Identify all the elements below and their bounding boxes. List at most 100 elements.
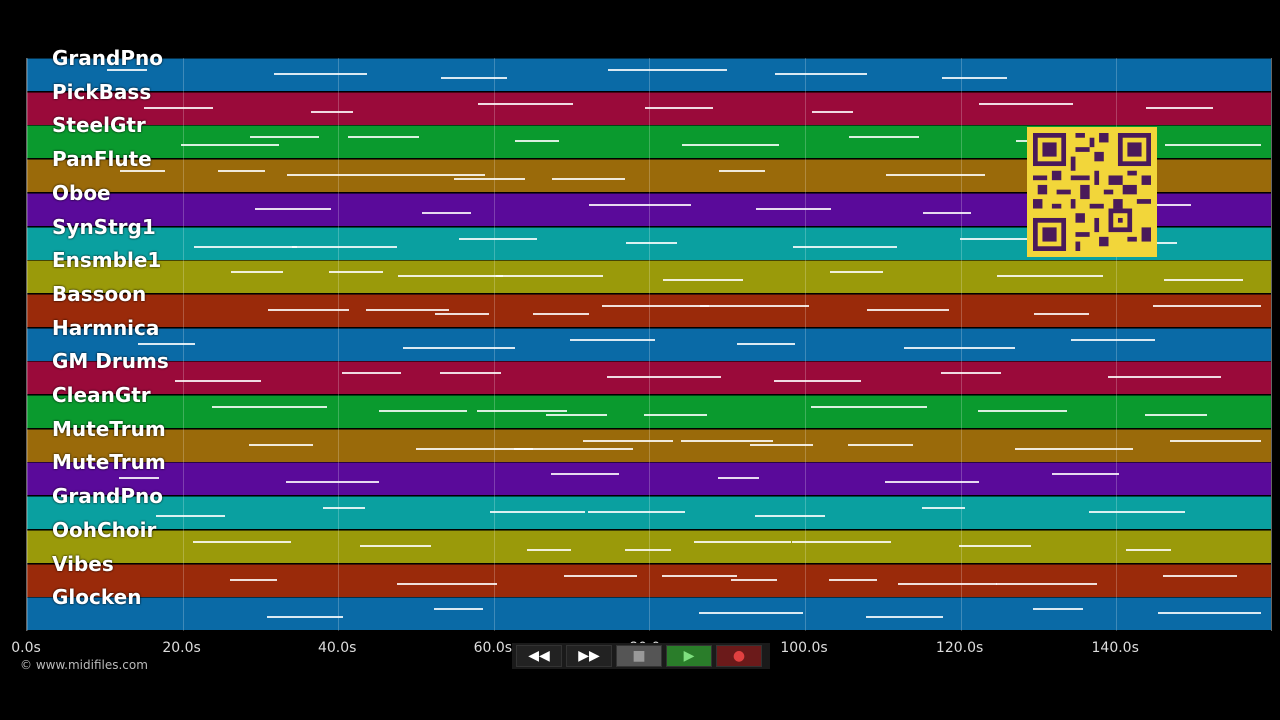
note-bar <box>682 144 779 147</box>
note-bar <box>193 540 291 543</box>
track-label: SteelGtr <box>52 113 146 138</box>
note-bar <box>996 582 1097 585</box>
note-bar <box>287 174 385 177</box>
track-lane[interactable] <box>27 395 1271 428</box>
play-button[interactable]: ▶ <box>666 645 712 667</box>
note-bar <box>644 414 707 416</box>
note-bar <box>792 540 891 543</box>
track-lane[interactable] <box>27 496 1271 530</box>
note-bar <box>719 170 765 173</box>
note-bar <box>589 203 691 206</box>
note-bar <box>898 582 997 585</box>
note-bar <box>626 241 677 244</box>
note-bar <box>755 515 825 518</box>
grid-line <box>960 58 962 631</box>
note-bar <box>775 73 867 75</box>
note-bar <box>533 312 589 315</box>
track-lane[interactable] <box>27 597 1271 631</box>
transport-controls: ◀◀ ▶▶ ■ ▶ ● <box>512 643 770 669</box>
note-bar <box>138 342 195 345</box>
note-bar <box>551 473 619 476</box>
note-bar <box>1071 338 1155 341</box>
note-bar <box>311 110 353 113</box>
grid-line <box>805 58 806 631</box>
track-label: CleanGtr <box>52 383 151 407</box>
note-bar <box>625 548 671 551</box>
stop-button[interactable]: ■ <box>616 645 662 667</box>
track-label: Bassoon <box>52 281 147 306</box>
note-bar <box>812 110 853 113</box>
grid-line <box>182 58 184 631</box>
note-bar <box>230 578 277 581</box>
track-lane[interactable] <box>27 91 1271 125</box>
note-bar <box>119 477 159 480</box>
note-bar <box>454 178 525 181</box>
track-lane[interactable] <box>27 293 1271 327</box>
note-bar <box>323 507 365 510</box>
track-label: SynStrg1 <box>52 214 156 239</box>
note-bar <box>886 174 985 177</box>
note-bar <box>979 102 1073 105</box>
note-bar <box>699 612 803 615</box>
note-bar <box>1126 548 1171 551</box>
note-bar <box>959 544 1031 547</box>
note-bar <box>830 271 883 274</box>
qr-code[interactable] <box>1027 127 1157 257</box>
tick-label: 140.0s <box>1091 640 1139 656</box>
note-bar <box>1033 608 1083 611</box>
note-bar <box>385 174 485 177</box>
tick-label: 60.0s <box>473 640 513 656</box>
note-bar <box>662 574 737 577</box>
note-bar <box>212 406 327 408</box>
rewind-button[interactable]: ◀◀ <box>516 645 562 667</box>
track-label: PickBass <box>52 79 152 104</box>
note-bar <box>459 237 537 240</box>
note-bar <box>700 304 809 307</box>
grid-line <box>493 58 495 631</box>
note-bar <box>398 275 503 278</box>
note-bar <box>342 372 401 375</box>
record-button[interactable]: ● <box>716 645 762 667</box>
note-bar <box>564 574 637 577</box>
grid-line <box>27 58 28 631</box>
note-bar <box>922 507 965 510</box>
record-icon: ● <box>732 648 746 664</box>
note-bar <box>885 481 979 484</box>
track-lane[interactable] <box>27 529 1271 563</box>
track-lane[interactable] <box>27 563 1271 597</box>
note-bar <box>403 346 515 349</box>
note-bar <box>1164 279 1243 282</box>
note-bar <box>175 380 261 383</box>
note-bar <box>923 211 971 214</box>
track-label: Harmnica <box>52 315 160 340</box>
track-lane[interactable] <box>27 58 1271 91</box>
note-bar <box>718 477 759 480</box>
track-lane[interactable] <box>27 462 1271 496</box>
note-bar <box>515 140 559 143</box>
stop-icon: ■ <box>632 648 646 664</box>
rewind-icon: ◀◀ <box>528 648 550 664</box>
note-bar <box>441 77 507 79</box>
track-label: Ensmble1 <box>52 248 162 273</box>
track-label: GrandPno <box>52 46 163 70</box>
note-bar <box>1170 439 1261 442</box>
note-bar <box>397 582 497 585</box>
track-label: GM Drums <box>52 349 169 374</box>
note-bar <box>1015 447 1133 450</box>
note-bar <box>737 342 795 345</box>
track-lane[interactable] <box>27 361 1271 395</box>
note-bar <box>218 170 265 173</box>
note-bar <box>811 406 927 408</box>
forward-icon: ▶▶ <box>578 648 600 664</box>
track-lane[interactable] <box>27 428 1271 462</box>
forward-button[interactable]: ▶▶ <box>566 645 612 667</box>
tick-label: 20.0s <box>162 640 201 656</box>
note-bar <box>941 372 1001 375</box>
note-bar <box>1108 376 1221 379</box>
note-bar <box>120 170 165 173</box>
track-lane[interactable] <box>27 260 1271 294</box>
note-bar <box>514 447 633 450</box>
note-bar <box>681 439 773 442</box>
note-bar <box>477 410 567 412</box>
track-lane[interactable] <box>27 327 1271 361</box>
